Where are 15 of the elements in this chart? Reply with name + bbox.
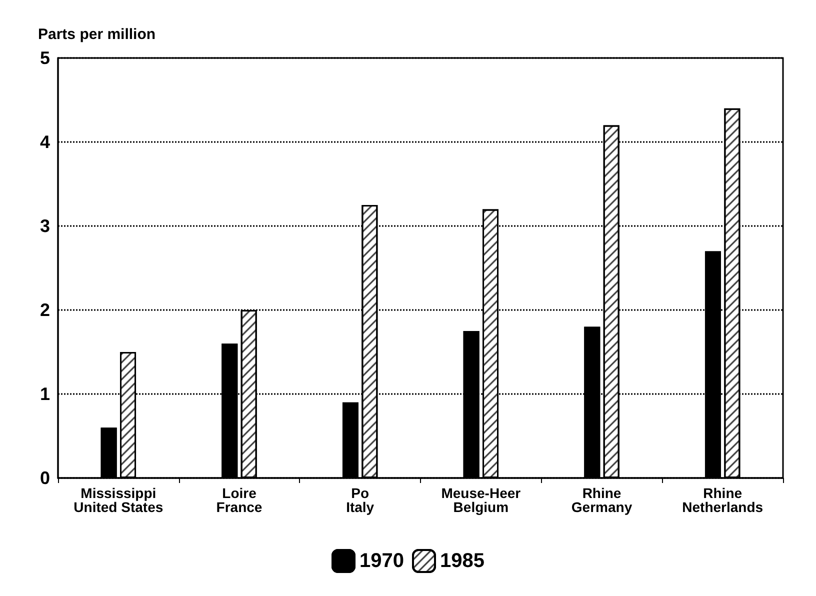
y-tick-label: 2 bbox=[40, 300, 50, 320]
legend-label: 1970 bbox=[360, 550, 404, 572]
x-tick-label: Rhine Germany bbox=[571, 485, 632, 515]
x-tick-label: Po Italy bbox=[346, 485, 374, 515]
x-tick-label: Rhine Netherlands bbox=[682, 485, 764, 515]
y-tick-label: 4 bbox=[40, 132, 50, 152]
y-tick-label: 5 bbox=[40, 48, 50, 68]
x-tick-label: Loire France bbox=[216, 485, 262, 515]
y-tick-label: 1 bbox=[40, 384, 50, 404]
legend-label: 1985 bbox=[440, 550, 484, 572]
y-axis-title: Parts per million bbox=[38, 26, 156, 43]
x-tick-label: Mississippi United States bbox=[74, 485, 164, 515]
x-tick-label: Meuse-Heer Belgium bbox=[441, 485, 522, 515]
y-tick-label: 0 bbox=[40, 468, 50, 488]
y-tick-label: 3 bbox=[40, 216, 50, 236]
